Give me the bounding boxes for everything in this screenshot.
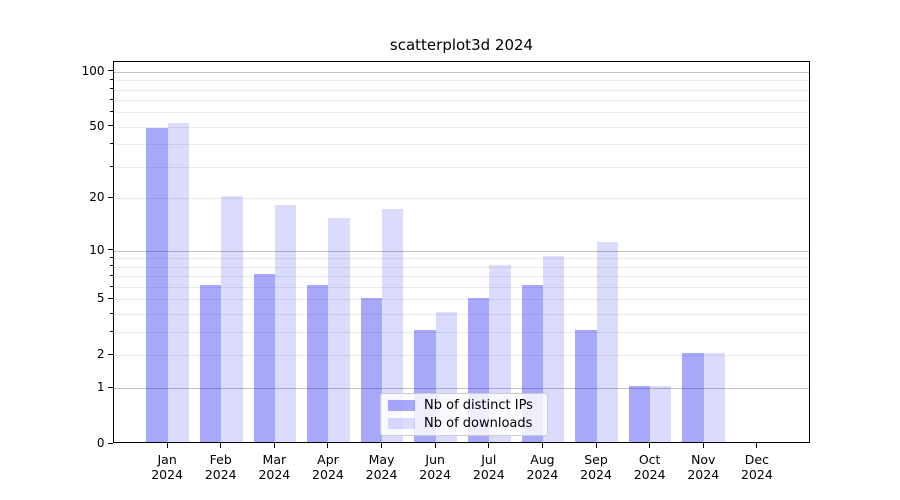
y-tick-mark [108,353,113,355]
y-tick-mark [108,196,113,198]
bar-distinct-ips [682,353,704,442]
x-tick-label: Apr 2024 [312,452,344,482]
plot-area: Nb of distinct IPs Nb of downloads [113,61,810,443]
y-minor-tick-mark [110,312,113,314]
x-tick-mark [166,443,168,448]
minor-gridline [114,112,809,114]
y-tick-label: 1 [96,380,105,395]
y-tick-mark [108,297,113,299]
x-tick-mark [220,443,222,448]
minor-gridline [114,355,809,357]
y-tick-label: 10 [89,242,105,257]
y-tick-label: 0 [96,436,105,450]
y-tick-label: 20 [89,190,105,205]
bar-distinct-ips [307,285,329,442]
y-tick-label: 2 [96,347,105,362]
minor-gridline [114,266,809,268]
legend-row-downloads: Nb of downloads [388,416,540,431]
y-tick-mark [108,125,113,127]
x-tick-mark [273,443,275,448]
major-gridline [114,71,809,73]
x-tick-label: Nov 2024 [687,452,720,482]
bar-downloads [274,204,297,442]
bar-downloads [382,208,404,442]
minor-gridline [114,276,809,278]
y-minor-tick-mark [110,330,113,332]
x-tick-label: Sep 2024 [580,452,612,482]
bar-downloads [221,196,243,442]
minor-gridline [114,314,809,316]
y-minor-tick-mark [110,110,113,112]
x-tick-mark [434,443,436,448]
x-tick-mark [488,443,490,448]
y-tick-mark [108,249,113,251]
y-minor-tick-mark [110,274,113,276]
y-minor-tick-mark [110,256,113,258]
y-tick-label: 5 [96,291,105,306]
x-tick-mark [327,443,329,448]
x-tick-label: Oct 2024 [633,452,666,482]
x-tick-mark [381,443,383,448]
bar-distinct-ips [628,386,651,442]
x-tick-mark [756,443,758,448]
major-gridline [114,250,809,252]
minor-gridline [114,89,809,91]
chart-title: scatterplot3d 2024 [389,36,534,54]
minor-gridline [114,100,809,102]
bar-downloads [703,353,726,442]
x-tick-label: Jul 2024 [472,452,505,482]
x-tick-label: Feb 2024 [204,452,237,482]
x-tick-mark [541,443,543,448]
y-minor-tick-mark [110,285,113,287]
bar-distinct-ips [253,274,275,442]
bar-distinct-ips [199,285,222,442]
y-minor-tick-mark [110,165,113,167]
legend-swatch-downloads [388,418,415,429]
y-tick-mark [108,386,113,388]
y-minor-tick-mark [110,265,113,267]
bar-downloads [542,256,565,442]
minor-gridline [114,299,809,301]
bar-downloads [328,218,350,442]
x-tick-label: Aug 2024 [526,452,559,482]
bar-distinct-ips [146,128,168,442]
y-tick-mark [108,442,113,444]
minor-gridline [114,126,809,128]
x-tick-mark [595,443,597,448]
x-tick-label: Jan 2024 [151,452,184,482]
bar-distinct-ips [360,297,383,442]
legend-row-distinct-ips: Nb of distinct IPs [388,398,540,413]
x-tick-mark [702,443,704,448]
legend-label-distinct-ips: Nb of distinct IPs [424,398,533,413]
minor-gridline [114,80,809,82]
minor-gridline [114,167,809,169]
legend: Nb of distinct IPs Nb of downloads [380,393,548,436]
bar-downloads [596,241,618,442]
y-tick-label: 100 [81,63,105,78]
legend-swatch-distinct-ips [388,400,415,411]
y-minor-tick-mark [110,142,113,144]
minor-gridline [114,287,809,289]
y-minor-tick-mark [110,88,113,90]
minor-gridline [114,258,809,260]
minor-gridline [114,144,809,146]
x-tick-mark [649,443,651,448]
x-tick-label: Dec 2024 [740,452,773,482]
y-tick-label: 50 [89,118,105,133]
y-minor-tick-mark [110,78,113,80]
bar-distinct-ips [575,330,597,442]
x-tick-label: May 2024 [365,452,398,482]
x-tick-label: Mar 2024 [258,452,291,482]
y-tick-mark [108,70,113,72]
y-minor-tick-mark [110,98,113,100]
minor-gridline [114,332,809,334]
bar-downloads [167,123,189,442]
bar-downloads [650,386,672,442]
major-gridline [114,388,809,390]
x-tick-label: Jun 2024 [419,452,452,482]
legend-label-downloads: Nb of downloads [424,416,533,431]
minor-gridline [114,198,809,200]
